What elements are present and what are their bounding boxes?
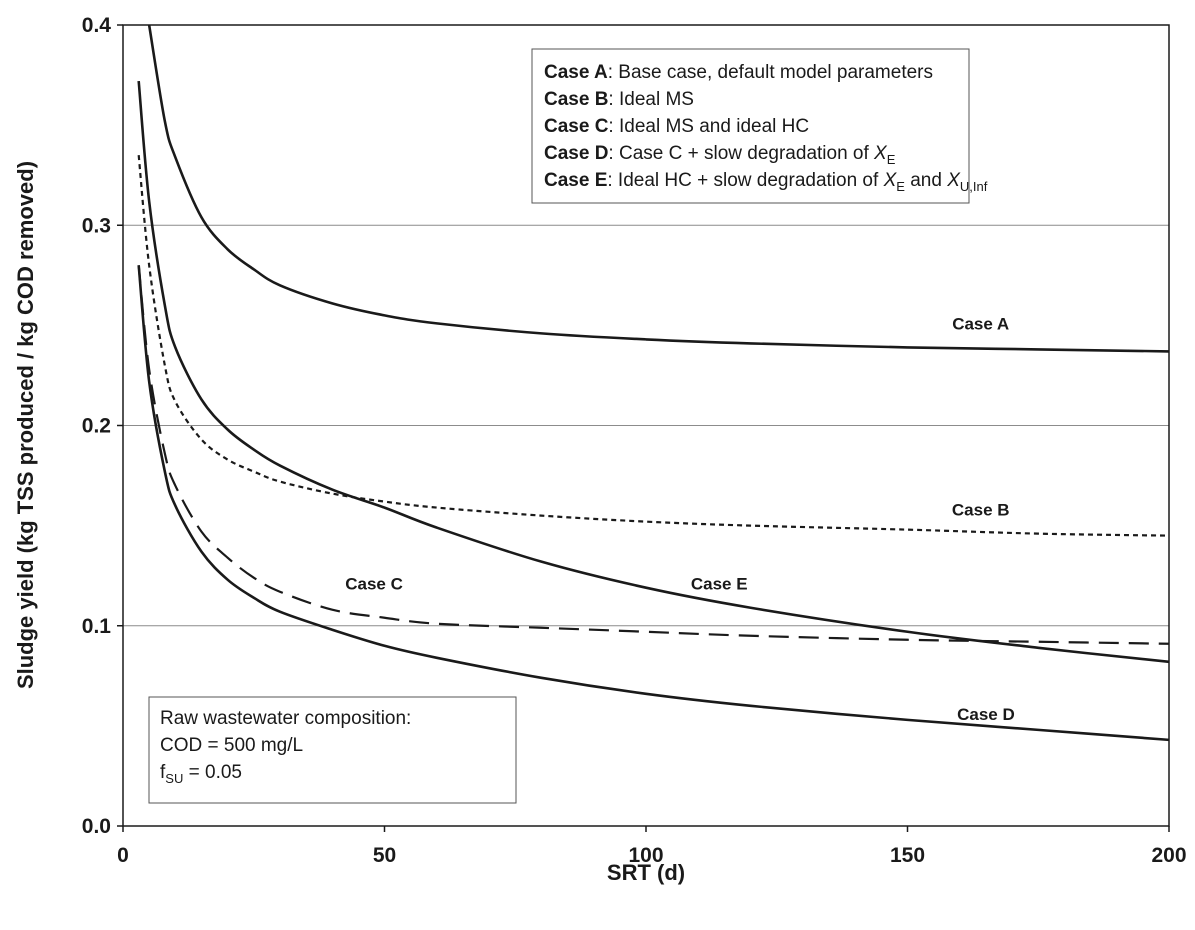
series-lines xyxy=(137,24,1170,742)
legend-entry-d: Case D: Case C + slow degradation of XE xyxy=(544,143,896,167)
x-tick-label: 0 xyxy=(117,844,129,867)
y-tick-label: 0.1 xyxy=(82,615,112,638)
series-line-case-a xyxy=(147,24,1170,353)
legend: Case A: Base case, default model paramet… xyxy=(531,48,988,204)
series-line-case-e xyxy=(137,80,1170,664)
axis-ticks: 0.0 0.1 0.2 0.3 0.4 0 50 100 150 200 xyxy=(82,14,1187,867)
series-label: Case D xyxy=(957,705,1015,724)
x-tick-label: 100 xyxy=(628,844,663,867)
y-tick-label: 0.4 xyxy=(82,14,112,37)
series-label: Case B xyxy=(952,501,1010,520)
x-tick-label: 200 xyxy=(1151,844,1186,867)
composition-note-line1: Raw wastewater composition: xyxy=(160,708,411,729)
x-tick-label: 50 xyxy=(373,844,396,867)
series-labels: Case A Case B Case C Case E Case D xyxy=(345,314,1015,723)
series-line-case-d xyxy=(137,265,1170,742)
y-tick-label: 0.2 xyxy=(82,415,111,438)
composition-note-line2: COD = 500 mg/L xyxy=(160,735,303,756)
y-tick-label: 0.3 xyxy=(82,214,111,237)
legend-entry-e: Case E: Ideal HC + slow degradation of X… xyxy=(544,170,988,194)
legend-entry-a: Case A: Base case, default model paramet… xyxy=(544,62,933,83)
legend-entry-b: Case B: Ideal MS xyxy=(544,89,694,110)
legend-entry-c: Case C: Ideal MS and ideal HC xyxy=(544,116,809,137)
composition-note-box xyxy=(148,696,517,804)
series-line-case-b xyxy=(137,155,1170,537)
series-label: Case C xyxy=(345,575,403,594)
composition-note: Raw wastewater composition: COD = 500 mg… xyxy=(148,696,517,804)
series-label: Case E xyxy=(691,575,748,594)
gridlines xyxy=(123,224,1169,627)
series-line-case-c xyxy=(137,265,1170,645)
series-label: Case A xyxy=(952,314,1009,333)
composition-note-line3: fSU = 0.05 xyxy=(160,762,242,786)
x-axis-title: SRT (d) xyxy=(607,860,685,885)
x-tick-label: 150 xyxy=(890,844,925,867)
y-tick-label: 0.0 xyxy=(82,815,111,838)
y-axis-title: Sludge yield (kg TSS produced / kg COD r… xyxy=(13,161,38,689)
legend-box xyxy=(531,48,970,204)
